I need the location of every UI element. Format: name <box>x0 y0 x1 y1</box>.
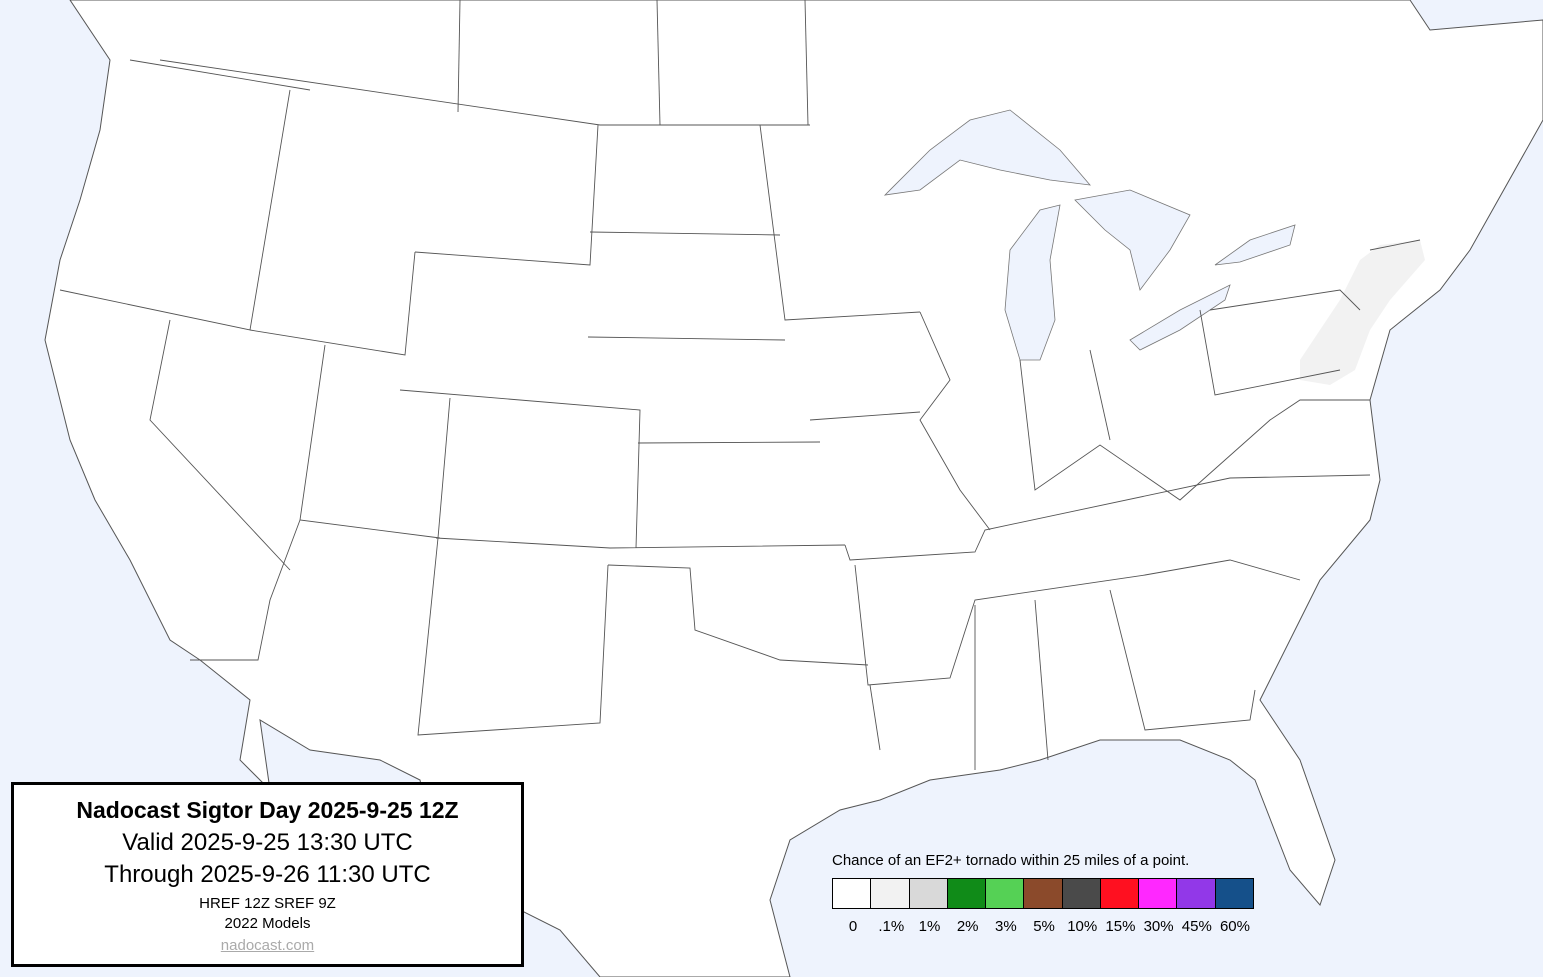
lake-ontario <box>1214 224 1296 266</box>
legend-label: 3% <box>995 918 1017 935</box>
models-version: 2022 Models <box>224 915 311 932</box>
lake-michigan <box>1004 204 1061 361</box>
legend-label: 10% <box>1067 918 1098 935</box>
legend-label: 15% <box>1105 918 1136 935</box>
legend-swatch <box>871 879 910 908</box>
state-boundaries <box>59 0 1421 770</box>
forecast-title: Nadocast Sigtor Day 2025-9-25 12Z <box>76 797 459 823</box>
legend-label: 30% <box>1143 918 1174 935</box>
legend-swatch <box>833 879 872 908</box>
lake-superior <box>883 109 1091 196</box>
legend-swatch <box>986 879 1025 908</box>
legend-label: 2% <box>956 918 979 935</box>
legend-label: .1% <box>878 918 905 935</box>
legend-label: 45% <box>1181 918 1212 935</box>
probability-legend: Chance of an EF2+ tornado within 25 mile… <box>832 852 1274 935</box>
legend-swatch <box>1024 879 1063 908</box>
legend-caption: Chance of an EF2+ tornado within 25 mile… <box>832 852 1190 869</box>
legend-swatch <box>1215 879 1253 908</box>
through-time: Through 2025-9-26 11:30 UTC <box>104 861 431 888</box>
legend-label: 60% <box>1219 918 1250 935</box>
legend-swatch <box>947 879 987 908</box>
legend-swatch <box>1100 879 1140 908</box>
legend-swatches <box>832 878 1254 909</box>
legend-swatch <box>1062 879 1101 908</box>
legend-label: 0 <box>848 918 858 935</box>
legend-label: 1% <box>918 918 941 935</box>
legend-swatch <box>1177 879 1216 908</box>
legend-label: 5% <box>1033 918 1055 935</box>
legend-swatch <box>1139 879 1178 908</box>
legend-labels: 0 .1% 1% 2% 3% 5% 10% 15% 30% 45% 60% <box>834 918 1274 935</box>
nadocast-link[interactable]: nadocast.com <box>220 937 315 954</box>
probability-area-0.1pct <box>1300 240 1425 385</box>
lake-erie <box>1129 284 1231 351</box>
legend-swatch <box>909 879 948 908</box>
models-run: HREF 12Z SREF 9Z <box>199 895 336 912</box>
lake-huron <box>1074 189 1191 291</box>
forecast-info-box: Nadocast Sigtor Day 2025-9-25 12Z Valid … <box>11 782 524 967</box>
valid-time: Valid 2025-9-25 13:30 UTC <box>122 829 413 856</box>
